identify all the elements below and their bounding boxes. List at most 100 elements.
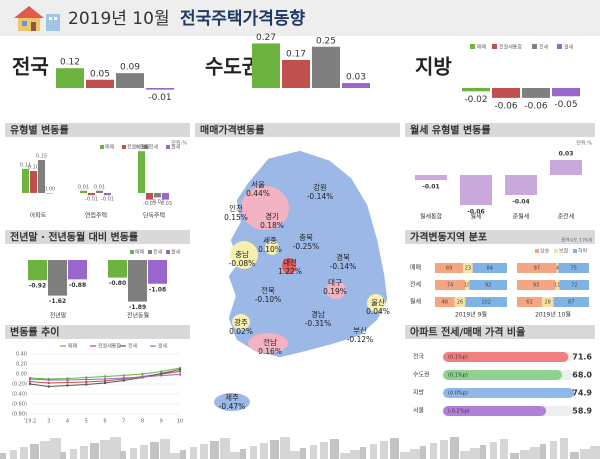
category-label: 전년동월 [127,312,149,320]
bar [68,260,87,280]
category-label: 연립주택 [85,212,107,220]
period-label: 2019년 9월 [455,311,487,319]
skyline-building [430,443,437,459]
row-label: 수도권 [413,371,430,379]
skyline-building [470,448,481,459]
region-name: 광주 [234,317,248,327]
skyline-building [130,448,137,459]
skyline-building [160,439,170,459]
legend-swatch [557,44,562,49]
value-label: 0.00 [44,187,55,193]
bar-segment [517,280,556,290]
bar [38,160,45,193]
segment-label: 93 [533,283,539,289]
row-label: 전세 [410,281,421,289]
bar [443,370,562,380]
y-tick-label: (0.40) [12,392,27,398]
bar [415,175,447,180]
panel-header [405,230,595,244]
segment-label: 28 [544,300,550,306]
skyline-building [190,447,197,459]
region-value: 0.19% [323,287,347,296]
legend-label: 전월세통합 [127,144,150,151]
region-value: -0.14% [307,192,334,201]
region-name: 경북 [336,252,350,262]
legend-swatch [122,145,126,149]
region-name: 전북 [261,285,275,295]
skyline-building [110,437,121,459]
skyline-building [250,446,257,459]
x-tick-label: 7 [122,419,125,425]
value-label: -0.01 [101,197,114,203]
value-label: -0.06 [524,101,548,111]
segment-label: 84 [487,266,493,272]
segment-label: 72 [571,283,577,289]
region-value: 0.18% [260,221,284,230]
point [178,368,182,371]
segment-label: 75 [570,266,576,272]
title-date: 2019년 10월 [68,9,170,29]
value-label: -0.06 [467,209,484,216]
region-value: 0.44% [246,189,270,198]
unit-label: 단위:% [576,140,592,147]
value-label: -0.02 [464,95,487,105]
legend-label: 상승 [540,248,550,255]
skyline-building [270,440,279,459]
region-name: 대구 [328,278,342,287]
region-name: 제주 [225,393,239,402]
value-label: 0.12 [60,58,80,68]
bar [148,260,167,284]
region-value: -0.14% [330,262,357,271]
legend-swatch [130,250,134,254]
bar [46,193,53,194]
korea-map [214,149,389,411]
value-label: 0.09 [120,63,140,73]
skyline-building [520,450,530,459]
row-label: 전국 [413,353,425,361]
point [141,375,144,379]
skyline-building [30,444,39,459]
skyline-building [360,447,366,459]
bar-segment [465,280,470,290]
skyline-building [80,446,88,459]
point [103,377,107,381]
point [28,382,32,386]
skyline-building [460,451,470,459]
segment-label: 97 [534,266,540,272]
region-name: 대전 [283,257,297,267]
segment-label: 87 [568,300,574,306]
skyline-building [50,438,61,459]
legend-label: 매매 [105,144,115,151]
segment-label: 4 [556,266,559,272]
point [47,385,50,388]
region-name: 울산 [371,297,385,307]
x-tick-label: 10 [177,419,183,425]
x-tick-label: 9 [160,419,163,425]
unit-label: 단위:% [171,140,187,147]
unit-label: 광역시도 176개 [561,237,592,244]
value-label: 0.01 [78,184,89,190]
region-name: 전남 [263,337,277,347]
point [160,372,163,375]
legend-label: 전월세통합 [98,343,121,350]
legend-label: 월세 [158,343,168,350]
legend-swatch [470,44,475,49]
row-label: 월세 [410,298,421,306]
region-value: -0.10% [255,295,282,304]
skyline-building [170,453,181,459]
row-label: 지방 [413,389,425,397]
skyline-building [20,447,28,459]
value-label: 74.9 [572,389,592,398]
region-name: 부산 [353,325,367,335]
skyline-building [70,449,77,459]
bar [96,190,103,193]
legend-swatch [532,44,537,49]
region-label: 수도권 [205,55,260,79]
panel-title: 월세 유형별 변동률 [410,124,491,137]
change-label: (0.0%p) [448,391,468,397]
point [103,381,107,385]
region-value: 0.02% [229,327,253,336]
category-label: 아파트 [30,212,47,220]
legend-label: 하락 [578,248,588,255]
value-label: 68.0 [572,371,592,380]
